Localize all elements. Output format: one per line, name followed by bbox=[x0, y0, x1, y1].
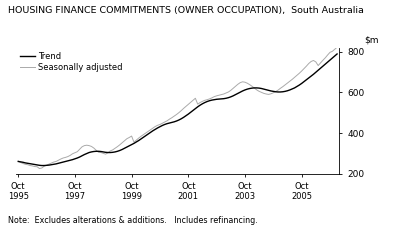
Trend bbox=[16, 160, 21, 163]
Seasonally adjusted bbox=[276, 89, 280, 91]
Trend bbox=[276, 91, 280, 93]
Text: Note:  Excludes alterations & additions.   Includes refinancing.: Note: Excludes alterations & additions. … bbox=[8, 216, 258, 225]
Seasonally adjusted bbox=[318, 62, 323, 64]
Trend bbox=[318, 67, 323, 69]
Trend bbox=[141, 136, 146, 139]
Seasonally adjusted bbox=[16, 160, 21, 163]
Seasonally adjusted bbox=[278, 87, 283, 90]
Text: $m: $m bbox=[364, 36, 378, 45]
Line: Seasonally adjusted: Seasonally adjusted bbox=[18, 47, 337, 169]
Line: Trend: Trend bbox=[18, 54, 337, 165]
Trend bbox=[278, 91, 283, 93]
Seasonally adjusted bbox=[280, 85, 285, 88]
Trend bbox=[280, 90, 285, 93]
Trend bbox=[56, 162, 61, 165]
Seasonally adjusted bbox=[335, 46, 339, 49]
Seasonally adjusted bbox=[141, 133, 146, 136]
Seasonally adjusted bbox=[37, 167, 42, 170]
Legend: Trend, Seasonally adjusted: Trend, Seasonally adjusted bbox=[18, 50, 125, 73]
Text: HOUSING FINANCE COMMITMENTS (OWNER OCCUPATION),  South Australia: HOUSING FINANCE COMMITMENTS (OWNER OCCUP… bbox=[8, 6, 364, 15]
Trend bbox=[39, 164, 44, 167]
Seasonally adjusted bbox=[56, 159, 61, 162]
Trend bbox=[335, 53, 339, 55]
